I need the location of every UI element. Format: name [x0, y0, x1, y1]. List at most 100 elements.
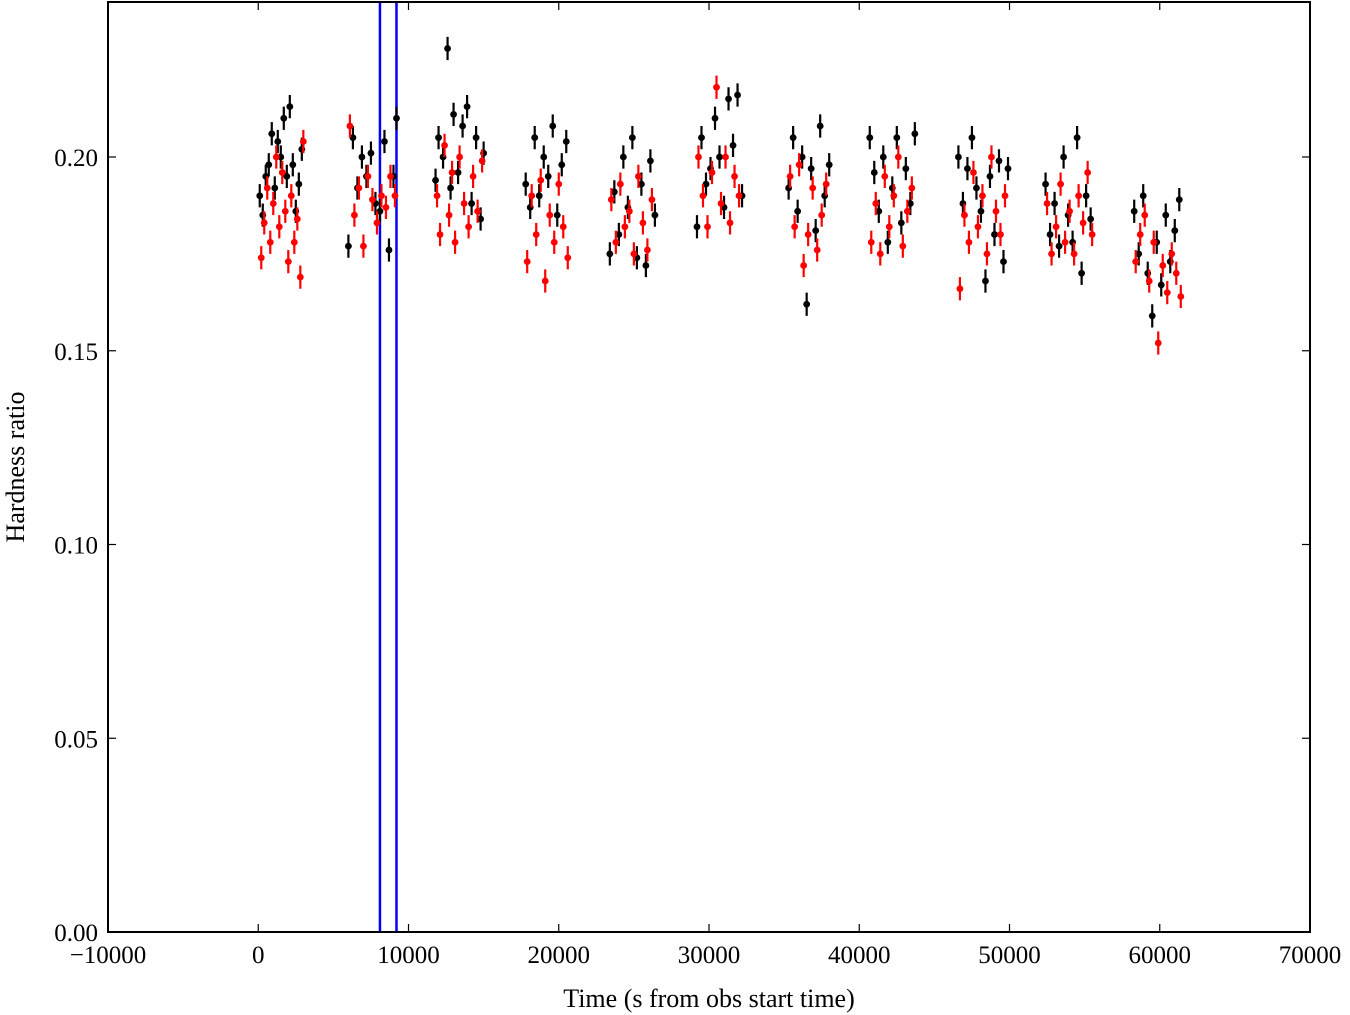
- data-point: [872, 200, 880, 207]
- data-point: [637, 180, 645, 188]
- x-tick-label: 30000: [678, 942, 741, 969]
- data-point: [293, 215, 301, 223]
- data-point: [1148, 312, 1156, 320]
- plot-background: [108, 2, 1310, 932]
- data-point: [555, 180, 563, 188]
- data-point: [725, 95, 732, 103]
- data-point: [562, 138, 570, 145]
- data-point: [564, 254, 572, 262]
- data-point: [271, 184, 279, 192]
- data-point: [795, 161, 803, 169]
- data-point: [879, 153, 887, 161]
- data-point: [890, 192, 898, 200]
- data-point: [358, 153, 366, 161]
- data-point: [477, 215, 485, 223]
- data-point: [274, 138, 282, 145]
- data-point: [816, 122, 824, 130]
- data-point: [1157, 281, 1165, 289]
- data-point: [1066, 207, 1073, 215]
- data-point: [628, 134, 636, 142]
- x-tick-label: 70000: [1279, 942, 1342, 969]
- data-point: [459, 122, 466, 130]
- data-point: [433, 192, 441, 200]
- data-point: [541, 277, 549, 285]
- data-point: [469, 172, 477, 180]
- data-point: [812, 227, 820, 235]
- data-point: [964, 165, 971, 173]
- data-point: [612, 238, 620, 246]
- ticks-group: [107, 2, 1311, 933]
- vertical-lines-group: [378, 2, 398, 932]
- data-point: [295, 180, 303, 188]
- data-point: [704, 223, 711, 231]
- data-point: [544, 172, 552, 180]
- data-point: [651, 211, 659, 219]
- data-point: [875, 207, 883, 215]
- data-point: [432, 176, 439, 184]
- data-point: [367, 149, 375, 157]
- data-point: [465, 223, 472, 231]
- data-point: [559, 223, 567, 231]
- data-point: [260, 219, 268, 227]
- data-point: [1070, 250, 1078, 258]
- y-tick-label: 0.15: [54, 339, 98, 366]
- data-point: [1052, 223, 1060, 231]
- data-point: [735, 192, 743, 200]
- data-point: [734, 91, 741, 99]
- data-point: [1087, 215, 1095, 223]
- data-point: [708, 169, 716, 176]
- data-point: [610, 188, 618, 196]
- data-point: [867, 238, 875, 246]
- data-point: [373, 219, 381, 227]
- data-point: [974, 223, 982, 231]
- data-point: [903, 207, 911, 215]
- data-point: [906, 200, 914, 207]
- x-tick-label: 10000: [377, 942, 440, 969]
- data-point: [364, 172, 372, 180]
- data-point: [1078, 269, 1086, 277]
- y-tick-label: 0.10: [54, 533, 98, 560]
- data-point: [968, 134, 976, 142]
- data-point: [899, 242, 907, 250]
- data-point: [1177, 293, 1185, 300]
- data-point: [272, 153, 280, 161]
- data-point: [266, 238, 274, 246]
- data-point: [1043, 200, 1051, 207]
- y-tick-label: 0.00: [54, 920, 98, 947]
- x-tick-label: 60000: [1129, 942, 1192, 969]
- data-point: [531, 134, 539, 142]
- data-point: [982, 277, 989, 285]
- data-point: [794, 207, 802, 215]
- data-point: [1136, 231, 1144, 238]
- data-point: [1145, 277, 1153, 285]
- data-point: [809, 184, 817, 192]
- data-point: [1163, 289, 1171, 297]
- data-point: [393, 114, 400, 122]
- data-point: [1001, 192, 1009, 200]
- data-point: [791, 223, 799, 231]
- data-point: [537, 176, 545, 184]
- data-point: [441, 141, 448, 149]
- data-point: [798, 153, 806, 161]
- data-point: [382, 203, 390, 211]
- data-point: [643, 246, 651, 254]
- data-point: [619, 153, 627, 161]
- data-point: [731, 172, 738, 180]
- data-point: [1139, 192, 1147, 200]
- data-point: [894, 153, 902, 161]
- data-point: [693, 223, 701, 231]
- data-point: [992, 207, 1000, 215]
- data-point: [642, 262, 650, 269]
- data-point: [369, 196, 376, 204]
- data-point: [263, 184, 271, 192]
- data-point: [299, 138, 307, 145]
- data-point: [1171, 227, 1179, 235]
- data-point: [436, 231, 444, 238]
- data-point: [1042, 180, 1049, 188]
- data-point: [726, 219, 734, 227]
- data-point: [711, 114, 719, 122]
- data-point: [463, 103, 471, 111]
- data-point: [977, 207, 985, 215]
- data-point: [1135, 250, 1143, 258]
